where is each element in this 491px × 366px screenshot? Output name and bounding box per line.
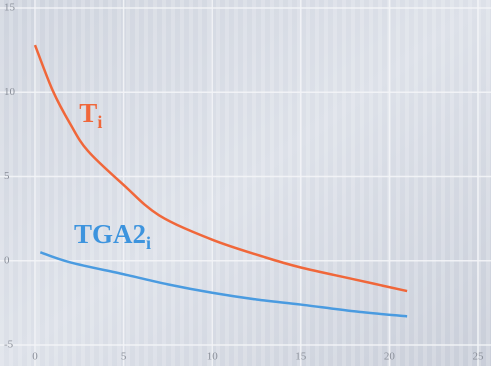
y-tick-label: 5 — [4, 170, 10, 182]
y-tick-label: 10 — [4, 86, 16, 98]
line-series — [39, 251, 408, 318]
y-tick-label: -5 — [4, 339, 14, 351]
x-tick-label: 5 — [121, 351, 127, 363]
x-tick-label: 0 — [32, 351, 38, 363]
annotation-subscript: i — [97, 112, 102, 132]
annotation-text: T — [79, 98, 97, 128]
annotation: Ti — [79, 98, 102, 132]
annotation-subscript: i — [146, 233, 151, 253]
x-tick-label: 20 — [384, 351, 396, 363]
annotation: TGA2i — [74, 219, 151, 253]
x-tick-label: 15 — [295, 351, 307, 363]
x-tick-label: 25 — [473, 351, 485, 363]
y-tick-label: 0 — [4, 254, 10, 266]
annotation-text: TGA2 — [74, 219, 146, 249]
line-series — [33, 44, 408, 293]
x-tick-label: 10 — [207, 351, 219, 363]
y-tick-label: 15 — [4, 2, 16, 14]
